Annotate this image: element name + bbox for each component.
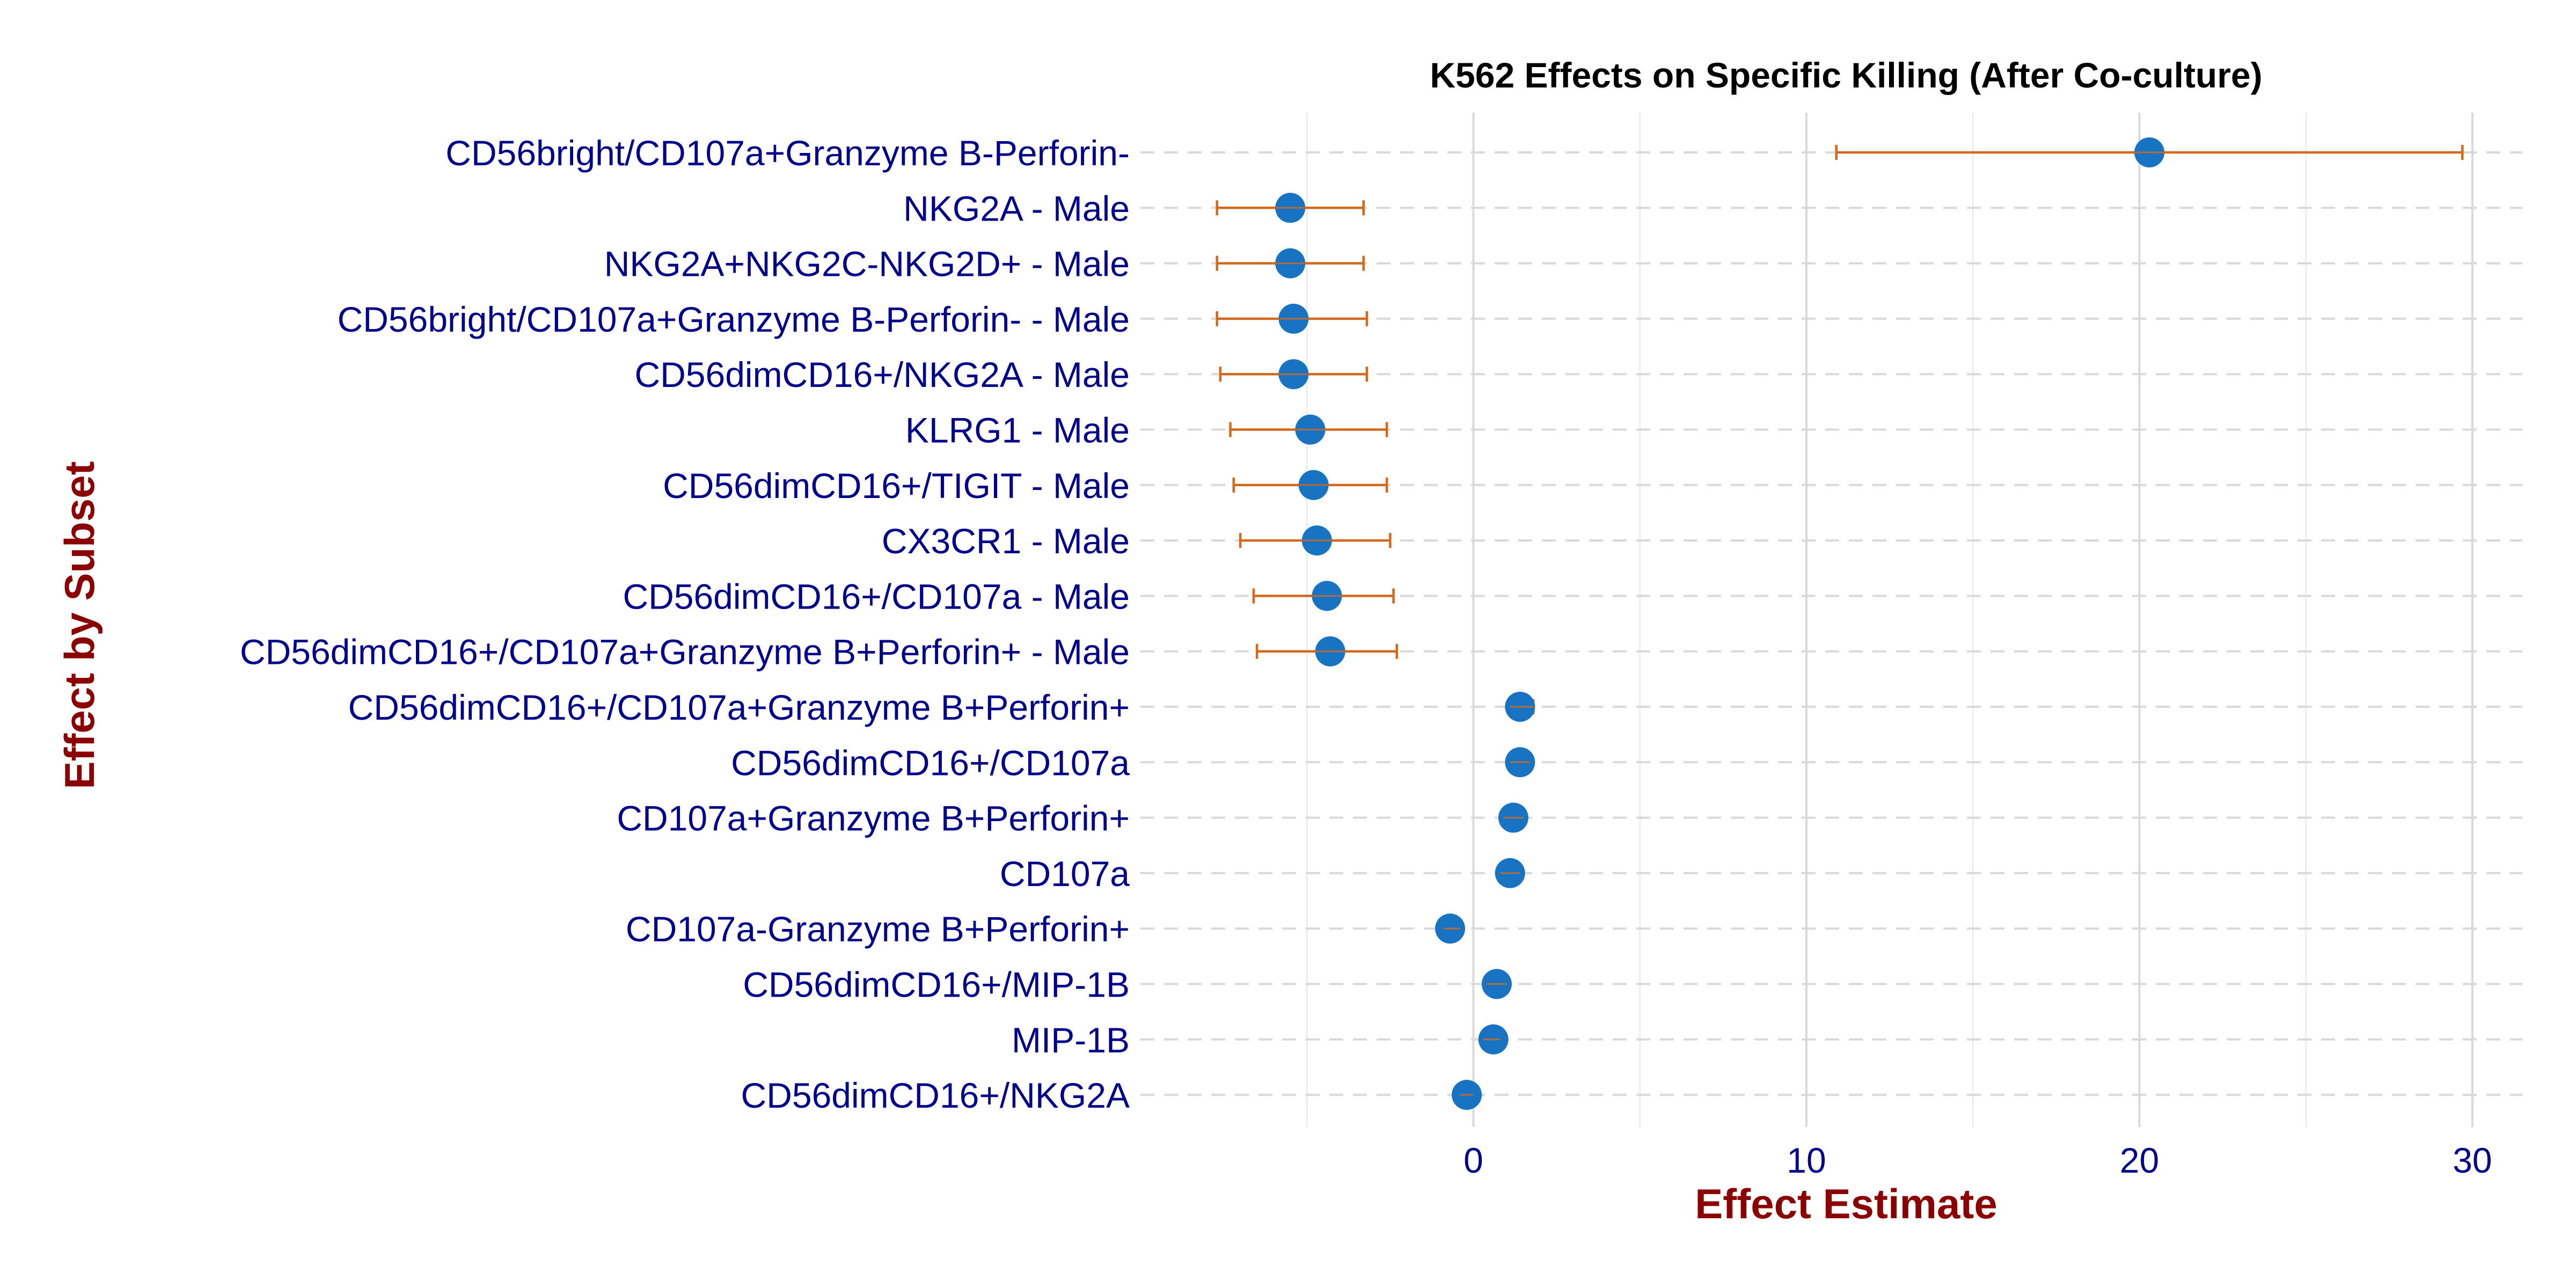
category-label: CD56dimCD16+/MIP-1B <box>743 965 1130 1005</box>
point-layer <box>1275 137 2165 1110</box>
errorbar-layer <box>1216 145 2464 1103</box>
category-label: CD56dimCD16+/CD107a <box>731 743 1130 782</box>
category-label: CD56bright/CD107a+Granzyme B-Perforin- <box>445 133 1130 173</box>
x-axis-title: Effect Estimate <box>1695 1180 1997 1227</box>
category-label: CD56dimCD16+/CD107a+Granzyme B+Perforin+ <box>348 687 1130 727</box>
x-tick-label: 0 <box>1463 1140 1483 1180</box>
category-label: CD56dimCD16+/CD107a - Male <box>623 576 1130 616</box>
x-tick-label: 30 <box>2453 1140 2492 1180</box>
category-label: CD56dimCD16+/TIGIT - Male <box>663 466 1130 506</box>
category-label: KLRG1 - Male <box>905 411 1130 450</box>
category-label: CD56bright/CD107a+Granzyme B-Perforin- -… <box>338 299 1130 339</box>
category-label: MIP-1B <box>1012 1020 1130 1060</box>
y-axis-title: Effect by Subset <box>56 461 103 789</box>
category-label: CX3CR1 - Male <box>882 521 1130 561</box>
category-label-layer: CD56bright/CD107a+Granzyme B-Perforin- NK… <box>240 133 1130 1115</box>
category-label: CD56dimCD16+/NKG2A <box>741 1075 1130 1115</box>
x-tick-label: 20 <box>2120 1140 2159 1180</box>
category-label: NKG2A - Male <box>903 188 1130 228</box>
category-label: CD56dimCD16+/NKG2A - Male <box>634 355 1130 394</box>
x-tick-layer: 0 10 20 30 <box>1463 1140 2492 1180</box>
grid-layer <box>1140 113 2522 1127</box>
category-label: NKG2A+NKG2C-NKG2D+ - Male <box>604 244 1130 284</box>
x-tick-label: 10 <box>1787 1140 1826 1180</box>
category-label: CD107a <box>1000 854 1130 894</box>
chart-title: K562 Effects on Specific Killing (After … <box>1430 55 2262 95</box>
category-label: CD107a+Granzyme B+Perforin+ <box>617 799 1130 838</box>
category-label: CD56dimCD16+/CD107a+Granzyme B+Perforin+… <box>240 632 1130 672</box>
category-label: CD107a-Granzyme B+Perforin+ <box>626 909 1130 949</box>
